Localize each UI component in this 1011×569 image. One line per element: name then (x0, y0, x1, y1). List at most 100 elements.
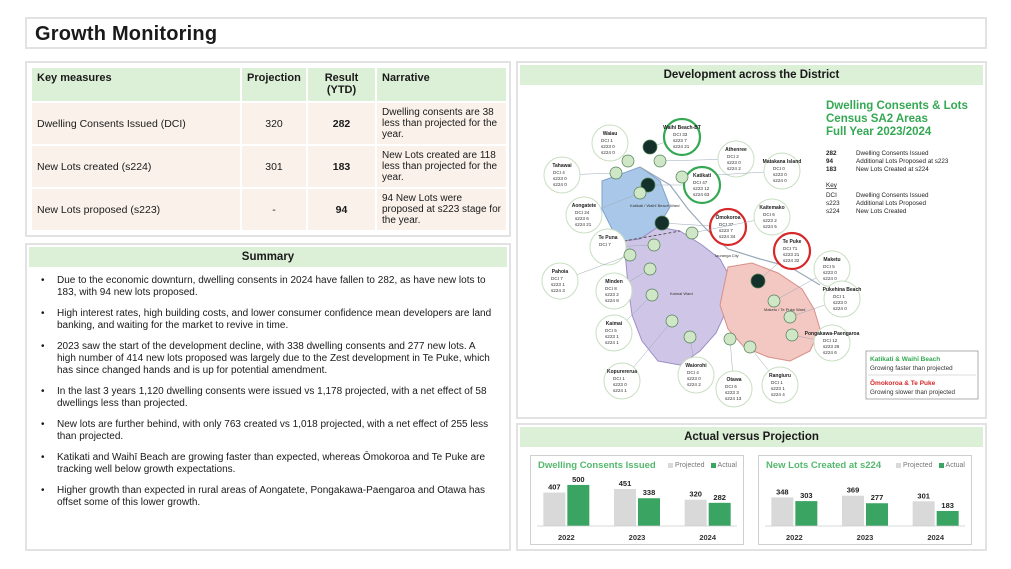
area-stat: s224 13 (725, 396, 742, 401)
table-header-row: Key measures Projection Result (YTD) Nar… (32, 68, 506, 101)
area-circle (603, 362, 641, 400)
area-marker (750, 273, 766, 289)
area-marker (743, 340, 757, 354)
chart-new-lots: New Lots Created at s224 Projected Actua… (758, 455, 972, 545)
total-value: 282 (826, 150, 837, 157)
area-stat: s224 63 (693, 192, 710, 197)
area-stat: DCI 1 (601, 138, 613, 143)
measure-cell: New Lots proposed (s223) (32, 189, 240, 230)
bar-actual (866, 503, 888, 526)
bar-projected (771, 497, 794, 526)
bar-actual (638, 498, 660, 526)
area-circle (595, 314, 633, 352)
area-stat: DCI 1 (833, 294, 845, 299)
x-tick-label: 2022 (786, 533, 803, 542)
legend-swatch-projected (668, 462, 673, 468)
summary-panel: Summary Due to the economic downturn, dw… (25, 243, 511, 551)
ward-label: Maketu / Te Puke Ward (764, 307, 805, 312)
bar-actual (936, 510, 959, 526)
area-stat: DCI 1 (613, 376, 625, 381)
legend-subtitle-slower: Growing slower than projected (870, 389, 956, 396)
area-stat: s223 26 (823, 344, 840, 349)
chart-dwelling-consents: Dwelling Consents Issued Projected Actua… (530, 455, 744, 545)
ward-boundary (623, 230, 681, 242)
area-stat: s223 0 (553, 176, 567, 181)
map-panel: Development across the District Katikati… (516, 61, 987, 419)
area-stat: DCI 33 (673, 132, 688, 137)
area-circle (589, 228, 627, 266)
area-stat: s223 3 (725, 390, 739, 395)
bar-value-label: 277 (871, 493, 884, 502)
legend-swatch-actual (710, 462, 716, 468)
area-stat: s224 34 (719, 234, 736, 239)
area-stat: s223 0 (823, 270, 837, 275)
map-legend: Katikati & Waihī Beach Growing faster th… (865, 350, 979, 400)
area-circle (677, 356, 715, 394)
table-row: New Lots created (s224) 301 183 New Lots… (32, 146, 506, 187)
area-stat: s223 12 (693, 186, 710, 191)
area-stat: s224 0 (553, 182, 567, 187)
area-stat: s224 0 (773, 178, 787, 183)
measure-cell: Dwelling Consents Issued (DCI) (32, 103, 240, 144)
bar-value-label: 369 (847, 486, 860, 495)
area-marker (767, 294, 781, 308)
area-stat: s224 6 (823, 350, 837, 355)
bar-value-label: 282 (713, 493, 726, 502)
total-label: Dwelling Consents Issued (856, 150, 929, 157)
x-tick-label: 2022 (558, 533, 575, 542)
area-name: Pahoia (552, 269, 569, 275)
page-title: Growth Monitoring (35, 23, 218, 45)
area-name: Pongakawa-Paengaroa (805, 331, 860, 337)
legend-label-actual: Actual (945, 462, 965, 469)
area-stat: s223 6 (575, 216, 589, 221)
summary-bullet: High interest rates, high building costs… (41, 308, 495, 332)
total-label: Additional Lots Proposed at s223 (856, 158, 949, 165)
bar-value-label: 407 (548, 483, 561, 492)
area-stat: s223 2 (763, 218, 777, 223)
area-circle (543, 156, 581, 194)
bar-projected (543, 492, 566, 526)
area-circle (662, 117, 702, 157)
bar-actual (795, 501, 818, 526)
ward-region-kaimai (623, 226, 733, 366)
bar-value-label: 338 (643, 488, 656, 497)
measure-cell: New Lots created (s224) (32, 146, 240, 187)
chart-legend: Projected Actual (664, 462, 737, 469)
area-name: Waiau (603, 131, 618, 137)
area-stat: s224 2 (687, 382, 701, 387)
table-row: New Lots proposed (s223) - 94 94 New Lot… (32, 189, 506, 230)
bar-value-label: 451 (619, 479, 632, 488)
bar-chart: 348 303 2022 369 277 2023 301 183 2024 (765, 486, 965, 542)
table-row: Dwelling Consents Issued (DCI) 320 282 D… (32, 103, 506, 144)
area-marker (785, 328, 799, 342)
area-circle (823, 280, 861, 318)
area-circle (813, 324, 851, 362)
area-name: Kopurererua (607, 369, 637, 375)
projection-cell: - (242, 189, 306, 230)
area-circle (717, 140, 755, 178)
bar-value-label: 183 (941, 501, 954, 510)
area-stat: s223 0 (773, 172, 787, 177)
area-marker (645, 288, 659, 302)
title-bar: Growth Monitoring (25, 17, 987, 49)
summary-bullet: New lots are further behind, with only 7… (41, 419, 495, 443)
area-name: Pukehina Beach (823, 287, 862, 293)
summary-bullet: 2023 saw the start of the development de… (41, 341, 495, 377)
area-name: Minden (605, 279, 623, 285)
area-marker (609, 166, 623, 180)
area-name: Otawa (726, 377, 741, 383)
area-stat: DCI 6 (725, 384, 737, 389)
